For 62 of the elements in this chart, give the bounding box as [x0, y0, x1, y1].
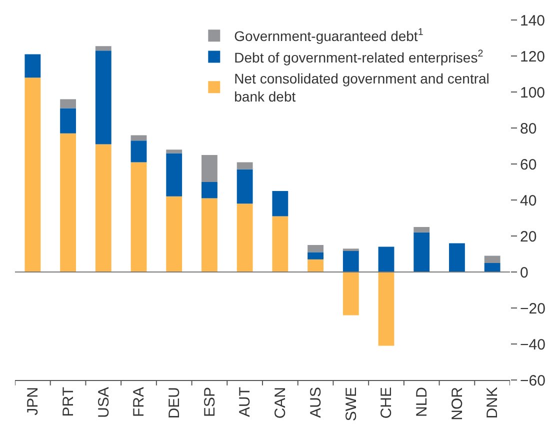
x-tick-label: JPN	[24, 387, 42, 416]
y-tick-label: −20	[520, 300, 546, 318]
y-tick-label: −60	[520, 372, 546, 390]
bar	[202, 198, 218, 272]
y-tick-label: 80	[520, 120, 537, 138]
legend-label: Debt of government-related enterprises$^{2}$	[234, 48, 484, 66]
bar	[202, 182, 218, 198]
bar	[342, 250, 359, 272]
bar	[95, 144, 112, 272]
bar	[60, 133, 76, 272]
bar	[24, 78, 41, 272]
bar	[414, 232, 430, 272]
bar	[130, 135, 147, 141]
bar	[414, 227, 430, 232]
bar	[166, 153, 182, 196]
x-tick-label: NLD	[413, 386, 430, 418]
legend-label: Net consolidated government and central bank debt	[234, 70, 490, 105]
legend-label: Government-guaranteed debt$^{1}$	[234, 27, 424, 44]
bar	[95, 46, 112, 51]
bar	[130, 140, 147, 162]
bar	[484, 256, 500, 263]
bar	[449, 243, 465, 272]
bar	[60, 108, 76, 134]
x-tick-label: CHE	[378, 387, 396, 419]
x-tick-label: CAN	[272, 387, 290, 419]
x-tick-label: NOR	[448, 386, 466, 420]
x-tick-label: AUS	[307, 387, 324, 418]
x-tick-label: PRT	[60, 387, 77, 417]
bar	[130, 162, 147, 272]
bar	[308, 252, 324, 260]
y-tick-label: 0	[520, 264, 528, 282]
bar	[166, 196, 182, 272]
bar	[166, 150, 182, 154]
bar	[378, 246, 394, 272]
x-tick-label: DEU	[166, 387, 183, 419]
bar	[308, 245, 324, 252]
y-tick-label: 60	[520, 156, 537, 174]
x-tick-label: USA	[95, 387, 112, 418]
bar	[272, 216, 288, 272]
bar	[378, 272, 394, 346]
bar	[272, 191, 288, 216]
bar	[95, 50, 112, 144]
bar	[236, 162, 253, 170]
bar	[236, 169, 253, 204]
y-tick-label: 20	[520, 228, 537, 246]
bar	[308, 259, 324, 272]
bar	[24, 54, 41, 78]
y-tick-label: 100	[520, 84, 546, 102]
y-tick-label: 120	[520, 48, 546, 66]
x-tick-label: SWE	[342, 387, 360, 422]
bar	[342, 272, 359, 316]
x-tick-label: ESP	[201, 387, 218, 418]
bar	[236, 204, 253, 272]
y-tick-label: 40	[520, 192, 537, 210]
x-tick-label: FRA	[130, 387, 148, 417]
y-tick-label: −40	[520, 336, 546, 354]
bar	[60, 99, 76, 108]
y-tick-label: 140	[520, 12, 546, 30]
bar	[484, 263, 500, 272]
bar	[202, 155, 218, 182]
x-tick-label: DNK	[484, 387, 502, 419]
x-tick-label: AUT	[236, 387, 254, 417]
